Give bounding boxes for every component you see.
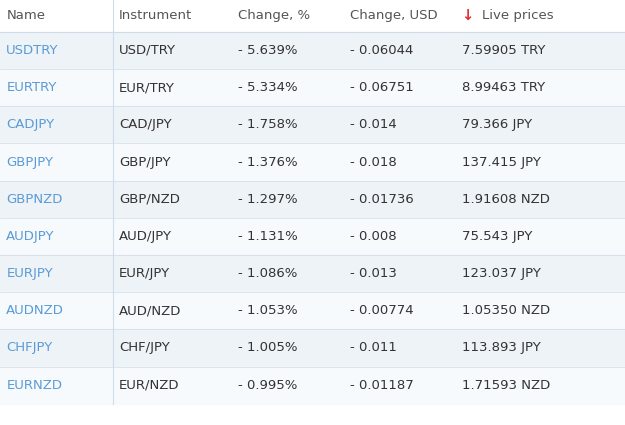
Text: 1.91608 NZD: 1.91608 NZD xyxy=(462,193,551,206)
Text: - 0.06751: - 0.06751 xyxy=(350,81,414,94)
Text: - 1.053%: - 1.053% xyxy=(238,304,297,317)
Text: - 5.639%: - 5.639% xyxy=(238,44,297,57)
Text: - 0.013: - 0.013 xyxy=(350,267,397,280)
Text: GBPJPY: GBPJPY xyxy=(6,156,53,169)
Text: - 1.005%: - 1.005% xyxy=(238,341,297,354)
Text: - 0.014: - 0.014 xyxy=(350,118,397,131)
Bar xyxy=(0,181,625,218)
Text: 1.05350 NZD: 1.05350 NZD xyxy=(462,304,551,317)
Text: GBPNZD: GBPNZD xyxy=(6,193,63,206)
Text: - 0.00774: - 0.00774 xyxy=(350,304,414,317)
Text: - 1.297%: - 1.297% xyxy=(238,193,297,206)
Text: - 0.011: - 0.011 xyxy=(350,341,397,354)
Text: - 0.995%: - 0.995% xyxy=(238,379,297,392)
Text: 113.893 JPY: 113.893 JPY xyxy=(462,341,541,354)
Text: - 0.06044: - 0.06044 xyxy=(350,44,413,57)
Text: - 1.758%: - 1.758% xyxy=(238,118,297,131)
Text: 123.037 JPY: 123.037 JPY xyxy=(462,267,541,280)
Text: ↓: ↓ xyxy=(462,8,480,23)
Text: AUDJPY: AUDJPY xyxy=(6,230,55,243)
Text: USDTRY: USDTRY xyxy=(6,44,59,57)
Bar xyxy=(0,106,625,144)
Text: 7.59905 TRY: 7.59905 TRY xyxy=(462,44,546,57)
Bar xyxy=(0,69,625,106)
Text: AUDNZD: AUDNZD xyxy=(6,304,64,317)
Text: EUR/JPY: EUR/JPY xyxy=(119,267,170,280)
Text: - 0.01187: - 0.01187 xyxy=(350,379,414,392)
Text: - 1.376%: - 1.376% xyxy=(238,156,297,169)
Text: - 0.008: - 0.008 xyxy=(350,230,397,243)
Text: - 0.01736: - 0.01736 xyxy=(350,193,414,206)
Text: CADJPY: CADJPY xyxy=(6,118,54,131)
Text: AUD/JPY: AUD/JPY xyxy=(119,230,172,243)
Text: GBP/JPY: GBP/JPY xyxy=(119,156,170,169)
Text: - 1.086%: - 1.086% xyxy=(238,267,297,280)
Text: Change, USD: Change, USD xyxy=(350,9,438,23)
Text: EURNZD: EURNZD xyxy=(6,379,63,392)
Text: 1.71593 NZD: 1.71593 NZD xyxy=(462,379,551,392)
Bar xyxy=(0,292,625,329)
Bar xyxy=(0,255,625,292)
Bar xyxy=(0,143,625,181)
Text: Change, %: Change, % xyxy=(238,9,309,23)
Bar xyxy=(0,366,625,404)
Text: 137.415 JPY: 137.415 JPY xyxy=(462,156,541,169)
Text: Name: Name xyxy=(6,9,45,23)
Text: CAD/JPY: CAD/JPY xyxy=(119,118,171,131)
Text: CHFJPY: CHFJPY xyxy=(6,341,53,354)
Text: EUR/NZD: EUR/NZD xyxy=(119,379,179,392)
Text: - 1.131%: - 1.131% xyxy=(238,230,298,243)
Text: - 5.334%: - 5.334% xyxy=(238,81,297,94)
Text: Instrument: Instrument xyxy=(119,9,192,23)
Bar xyxy=(0,0,625,32)
Bar xyxy=(0,329,625,366)
Text: EURJPY: EURJPY xyxy=(6,267,53,280)
Bar xyxy=(0,32,625,69)
Text: - 0.018: - 0.018 xyxy=(350,156,397,169)
Text: 75.543 JPY: 75.543 JPY xyxy=(462,230,533,243)
Text: EUR/TRY: EUR/TRY xyxy=(119,81,174,94)
Text: USD/TRY: USD/TRY xyxy=(119,44,176,57)
Text: CHF/JPY: CHF/JPY xyxy=(119,341,169,354)
Text: EURTRY: EURTRY xyxy=(6,81,57,94)
Text: AUD/NZD: AUD/NZD xyxy=(119,304,181,317)
Text: 8.99463 TRY: 8.99463 TRY xyxy=(462,81,546,94)
Bar xyxy=(0,218,625,255)
Text: 79.366 JPY: 79.366 JPY xyxy=(462,118,532,131)
Text: Live prices: Live prices xyxy=(482,9,554,23)
Text: GBP/NZD: GBP/NZD xyxy=(119,193,179,206)
